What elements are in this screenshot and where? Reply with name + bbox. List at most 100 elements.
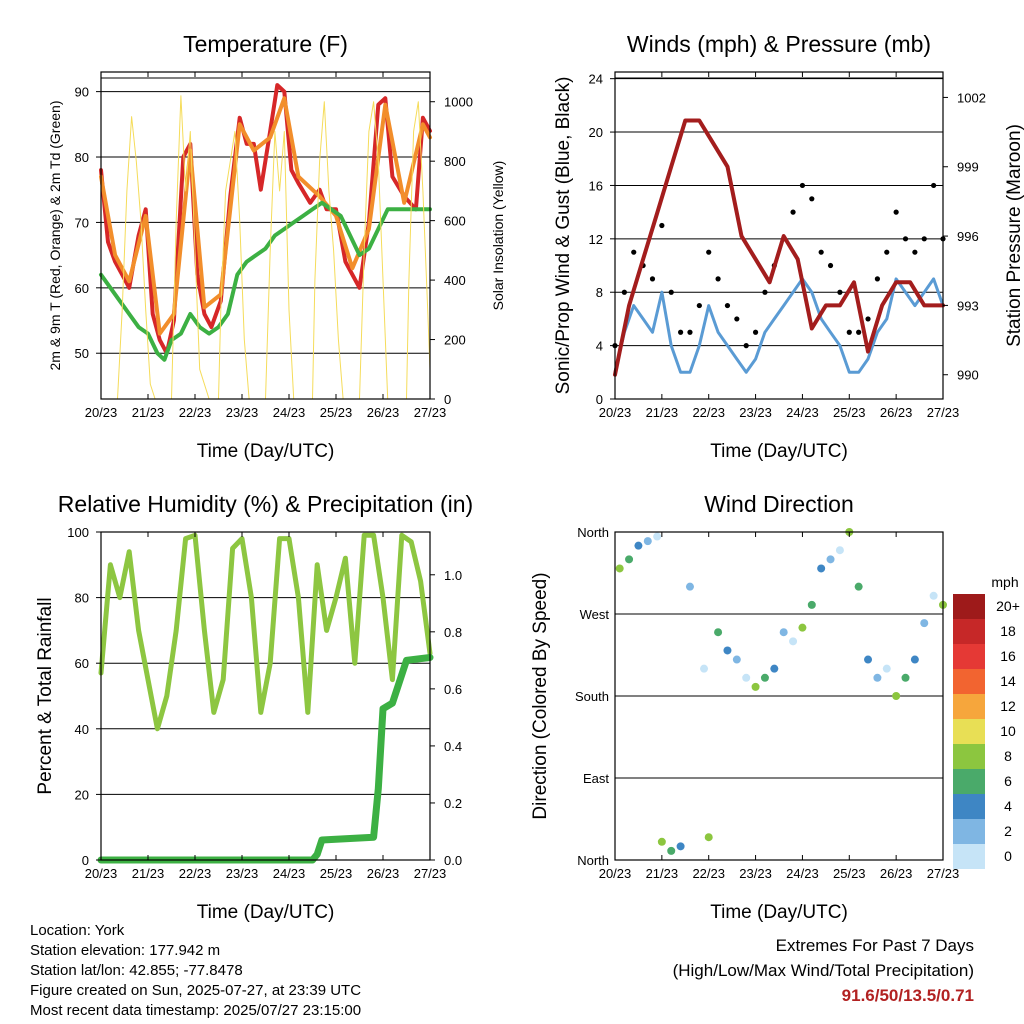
direction-point: [817, 564, 826, 573]
legend-swatch: [953, 769, 985, 794]
direction-point: [854, 582, 863, 591]
x-axis-label: Time (Day/UTC): [197, 441, 335, 462]
extremes-title: Extremes For Past 7 Days: [775, 936, 974, 955]
x-tick-label: 25/23: [320, 866, 353, 881]
direction-point: [751, 682, 760, 691]
x-tick-label: 22/23: [179, 866, 212, 881]
y2-tick-label: 0.0: [444, 853, 462, 868]
y-tick-label: 8: [596, 285, 603, 300]
x-tick-label: 26/23: [880, 866, 913, 881]
gust-point: [827, 262, 834, 269]
direction-point: [920, 619, 929, 628]
gust-point: [706, 249, 712, 255]
y-tick-label: 16: [589, 178, 603, 193]
y-tick-label: 24: [589, 72, 603, 87]
x-tick-label: 22/23: [692, 405, 725, 420]
y2-tick-label: 0: [444, 392, 451, 407]
legend-label: 12: [1000, 698, 1016, 714]
x-tick-label: 23/23: [739, 405, 772, 420]
direction-point: [864, 655, 873, 664]
series-line: [100, 95, 431, 400]
gust-point: [743, 343, 749, 349]
direction-point: [714, 628, 723, 637]
direction-point: [700, 664, 709, 673]
y-tick-label: 20: [589, 125, 603, 140]
y2-tick-label: 0.6: [444, 682, 462, 697]
gust-point: [799, 182, 806, 189]
gust-point: [912, 249, 918, 255]
gust-point: [874, 276, 881, 282]
plot-frame: [614, 71, 944, 400]
direction-point: [742, 673, 751, 682]
legend-swatch: [953, 694, 985, 719]
gust-point: [846, 329, 852, 335]
gust-point: [752, 329, 759, 335]
legend-label: 20+: [996, 598, 1020, 614]
direction-point: [634, 541, 643, 550]
x-tick-label: 23/23: [739, 866, 772, 881]
direction-point: [882, 664, 891, 673]
gust-point: [837, 289, 843, 295]
direction-point: [835, 546, 844, 555]
direction-point: [910, 655, 919, 664]
x-tick-label: 21/23: [132, 405, 165, 420]
legend-swatch: [953, 794, 985, 819]
panel-title: Temperature (F): [183, 31, 348, 57]
y2-tick-label: 996: [957, 229, 979, 244]
legend-swatch: [953, 719, 985, 744]
legend-label: 10: [1000, 723, 1016, 739]
y-tick-label: 90: [75, 85, 89, 100]
gust-point: [668, 289, 674, 295]
gust-point: [734, 316, 740, 322]
series-line: [97, 654, 434, 864]
gust-point: [921, 236, 927, 242]
gust-point: [678, 329, 684, 335]
x-tick-label: 26/23: [367, 866, 400, 881]
direction-point: [789, 637, 798, 646]
x-tick-label: 27/23: [927, 405, 960, 420]
gust-point: [621, 289, 627, 295]
direction-point: [798, 623, 807, 632]
gust-point: [696, 302, 702, 309]
legend-label: 14: [1000, 673, 1016, 689]
gust-point: [893, 209, 899, 215]
y-tick-label: 0: [82, 853, 89, 868]
x-tick-label: 24/23: [273, 405, 306, 420]
wind-direction-panel: 20/23 21/23 22/23 23/23 24/23 25/23 26/23 27/23…: [530, 491, 959, 923]
direction-point: [657, 837, 666, 846]
y2-tick-label: 0.4: [444, 739, 462, 754]
extremes-values: 91.6/50/13.5/0.71: [841, 986, 974, 1005]
y-tick-label: South: [575, 689, 609, 704]
direction-point: [653, 532, 662, 541]
x-tick-label: 21/23: [132, 866, 165, 881]
y2-tick-label: 993: [957, 298, 979, 313]
x-tick-label: 24/23: [786, 866, 819, 881]
direction-point: [929, 591, 938, 600]
station-info: Location: York Station elevation: 177.94…: [30, 921, 361, 1021]
y-tick-label: North: [577, 525, 609, 540]
created-text: Figure created on Sun, 2025-07-27, at 23…: [30, 982, 362, 999]
temperature-panel: 20/23 21/23 22/23 23/23 24/23 25/23 26/23 27/23…: [47, 31, 506, 462]
direction-point: [779, 628, 788, 637]
y-axis-label: Direction (Colored By Speed): [530, 572, 551, 819]
x-tick-label: 26/23: [880, 405, 913, 420]
y-tick-label: 70: [75, 215, 89, 230]
series-line: [613, 277, 945, 374]
x-axis-label: Time (Day/UTC): [710, 441, 848, 462]
direction-point: [676, 842, 685, 851]
direction-point: [685, 582, 694, 591]
y-tick-label: 80: [75, 591, 89, 606]
y2-axis-label: Solar Insolation (Yellow): [490, 161, 506, 311]
x-tick-label: 26/23: [367, 405, 400, 420]
y2-tick-label: 0.2: [444, 796, 462, 811]
direction-point: [770, 664, 779, 673]
y-tick-label: 12: [589, 232, 603, 247]
gust-point: [724, 302, 731, 309]
legend-title: mph: [991, 574, 1018, 590]
y-tick-label: 50: [75, 346, 89, 361]
series-line: [613, 118, 945, 377]
direction-point: [826, 555, 835, 564]
y2-tick-label: 1.0: [444, 568, 462, 583]
gust-point: [762, 289, 768, 295]
y-tick-label: 4: [596, 339, 603, 354]
